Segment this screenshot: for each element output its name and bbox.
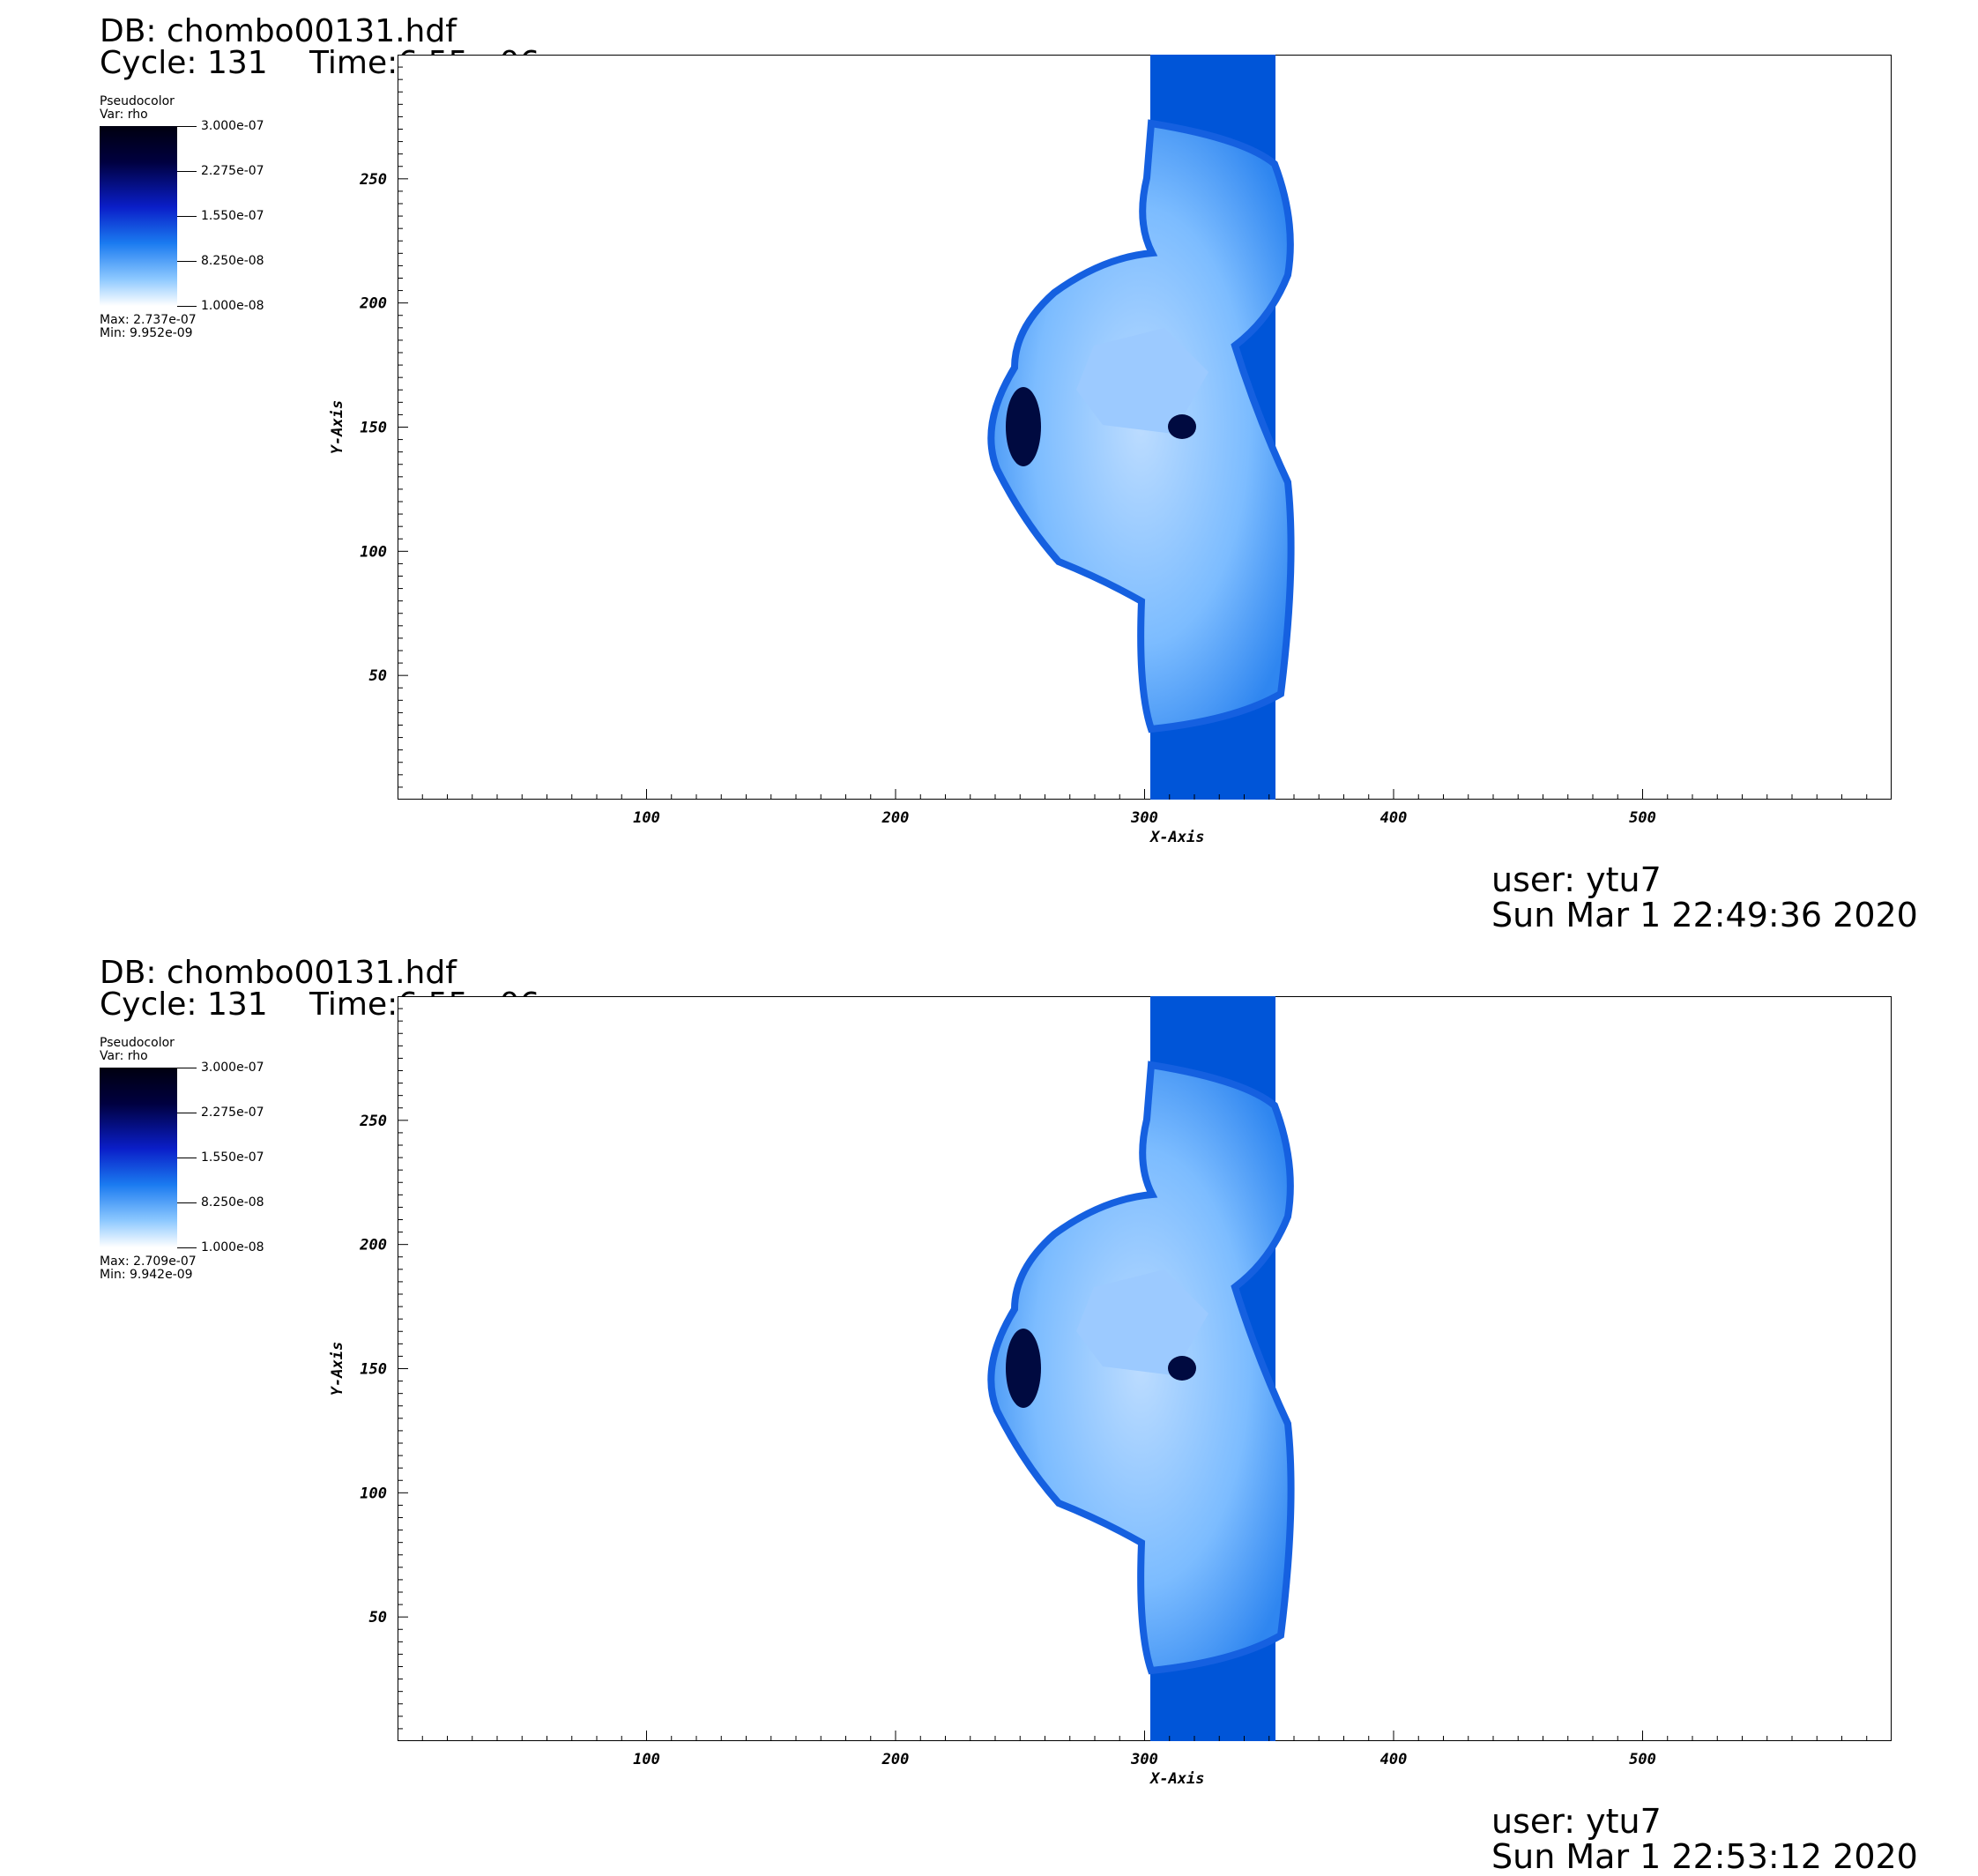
legend-max: Max: 2.737e-07 bbox=[100, 313, 197, 327]
y-tick-label: 50 bbox=[369, 667, 387, 685]
colorbar-tick bbox=[177, 126, 197, 127]
colorbar-tick bbox=[177, 1247, 197, 1248]
plot-panel-2: DB: chombo00131.hdf Cycle: 131 Time:6.55… bbox=[0, 936, 1978, 1876]
colorbar bbox=[100, 1068, 177, 1247]
x-tick-label: 500 bbox=[1629, 809, 1656, 827]
x-tick-label: 400 bbox=[1380, 1751, 1408, 1768]
dense-core-left bbox=[1006, 1329, 1041, 1408]
colorbar bbox=[100, 126, 177, 306]
colorbar-tick-label: 8.250e-08 bbox=[201, 254, 264, 268]
dense-core-left bbox=[1006, 387, 1041, 466]
date-label: Sun Mar 1 22:49:36 2020 bbox=[1491, 896, 1918, 934]
x-tick-label: 300 bbox=[1130, 1751, 1158, 1768]
legend-min: Min: 9.952e-09 bbox=[100, 326, 193, 340]
colorbar-tick-label: 2.275e-07 bbox=[201, 1106, 264, 1120]
dense-core-right bbox=[1168, 1356, 1196, 1381]
cycle-label: Cycle: 131 bbox=[100, 45, 268, 81]
y-tick-label: 200 bbox=[359, 295, 387, 313]
y-tick-label: 150 bbox=[360, 420, 387, 437]
colorbar-tick-label: 3.000e-07 bbox=[201, 119, 264, 133]
date-label: Sun Mar 1 22:53:12 2020 bbox=[1491, 1837, 1918, 1876]
colorbar-tick bbox=[177, 306, 197, 307]
legend-plot-type: Pseudocolor bbox=[100, 1036, 175, 1050]
x-tick-label: 100 bbox=[633, 1751, 660, 1768]
legend-max: Max: 2.709e-07 bbox=[100, 1254, 197, 1269]
db-label: DB: chombo00131.hdf bbox=[100, 13, 457, 49]
y-tick-label: 250 bbox=[359, 1113, 387, 1130]
legend-var: Var: rho bbox=[100, 108, 148, 122]
colorbar-tick-label: 1.000e-08 bbox=[201, 1240, 264, 1254]
user-label: user: ytu7 bbox=[1491, 860, 1662, 899]
colorbar-tick bbox=[177, 216, 197, 217]
x-tick-label: 200 bbox=[881, 1751, 910, 1768]
y-tick-label: 50 bbox=[369, 1609, 387, 1627]
colorbar-tick-label: 1.550e-07 bbox=[201, 209, 264, 223]
x-tick-label: 100 bbox=[633, 809, 660, 827]
colorbar-tick-label: 3.000e-07 bbox=[201, 1061, 264, 1075]
colorbar-tick bbox=[177, 261, 197, 262]
x-axis-title: X-Axis bbox=[1149, 1770, 1204, 1788]
colorbar-tick bbox=[177, 171, 197, 172]
inner-region bbox=[1076, 328, 1208, 434]
colorbar-tick-label: 2.275e-07 bbox=[201, 164, 264, 178]
y-tick-label: 100 bbox=[360, 543, 387, 561]
colorbar-tick-label: 8.250e-08 bbox=[201, 1195, 264, 1210]
x-tick-label: 400 bbox=[1380, 809, 1408, 827]
plot-panel-1: DB: chombo00131.hdf Cycle: 131 Time:6.55… bbox=[0, 0, 1978, 936]
density-field bbox=[987, 55, 1295, 800]
colorbar-tick bbox=[177, 1202, 197, 1203]
legend-var: Var: rho bbox=[100, 1049, 148, 1063]
x-tick-label: 300 bbox=[1130, 809, 1158, 827]
y-tick-label: 200 bbox=[359, 1237, 387, 1254]
x-axis-title: X-Axis bbox=[1149, 829, 1204, 846]
legend-min: Min: 9.942e-09 bbox=[100, 1268, 193, 1282]
x-tick-label: 500 bbox=[1629, 1751, 1656, 1768]
user-label: user: ytu7 bbox=[1491, 1802, 1662, 1841]
dense-core-right bbox=[1168, 414, 1196, 439]
y-axis-title: Y-Axis bbox=[329, 400, 346, 454]
x-tick-label: 200 bbox=[881, 809, 910, 827]
y-axis-title: Y-Axis bbox=[329, 1342, 346, 1396]
cycle-label: Cycle: 131 bbox=[100, 986, 268, 1023]
density-field bbox=[987, 996, 1295, 1741]
axes: 100 200 300 400 500 50 100 150 200 250 X-Axis Y-Axi… bbox=[329, 66, 1868, 846]
colorbar-tick-label: 1.000e-08 bbox=[201, 299, 264, 313]
axes: 100 200 300 400 500 50 100 150 200 250 X-Axis Y-Axi… bbox=[329, 1008, 1868, 1788]
inner-region bbox=[1076, 1269, 1208, 1375]
y-tick-label: 250 bbox=[359, 171, 387, 189]
legend-plot-type: Pseudocolor bbox=[100, 94, 175, 108]
db-label: DB: chombo00131.hdf bbox=[100, 955, 457, 991]
colorbar-tick-label: 1.550e-07 bbox=[201, 1150, 264, 1165]
y-tick-label: 150 bbox=[360, 1361, 387, 1379]
y-tick-label: 100 bbox=[360, 1485, 387, 1502]
